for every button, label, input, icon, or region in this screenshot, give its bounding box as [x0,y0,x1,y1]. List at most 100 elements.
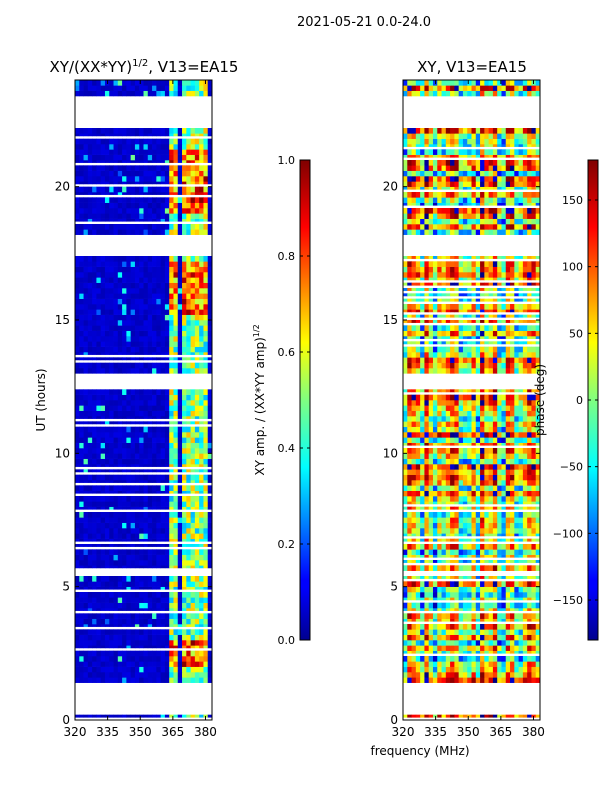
amplitude-cell [173,544,179,547]
amplitude-cell [100,181,106,185]
amplitude-cell [182,554,187,561]
amplitude-cell [134,560,140,566]
amplitude-cell [164,192,170,195]
amplitude-cell [109,149,114,155]
amplitude-cell [182,186,187,193]
phase-cell [488,624,494,630]
amplitude-cell [83,293,89,299]
phase-cell [458,613,464,619]
amplitude-cell [122,608,127,611]
phase-cell [497,677,502,683]
phase-cell [420,581,425,587]
phase-cell [518,400,524,406]
amplitude-cell [117,170,123,177]
phase-cell [505,666,511,673]
amplitude-cell [92,501,97,507]
amplitude-cell [130,85,136,91]
amplitude-cell [87,613,93,619]
amplitude-cell [203,405,209,411]
amplitude-cell [109,368,114,374]
amplitude-cell [139,629,144,635]
phase-cell [518,608,524,611]
amplitude-cell [134,432,140,438]
amplitude-cell [194,608,200,611]
amplitude-cell [203,581,209,587]
phase-cell [467,618,472,622]
amplitude-cell [173,352,179,355]
amplitude-cell [96,224,102,230]
phase-cell [403,389,408,393]
amplitude-cell [130,597,136,603]
phase-cell [420,448,425,454]
phase-cell [480,661,485,667]
phase-cell [475,432,481,438]
amplitude-cell [139,666,144,673]
amplitude-cell [194,144,200,150]
amplitude-cell [100,448,106,454]
amplitude-cell [143,368,149,374]
amplitude-cell [100,666,106,673]
amplitude-cell [160,282,166,289]
phase-cell [432,448,438,454]
amplitude-cell [199,666,204,673]
amplitude-cell [173,170,179,177]
amplitude-cell [190,80,196,86]
amplitude-cell [207,416,213,419]
amplitude-cell [109,421,114,425]
amplitude-cell [75,224,80,230]
amplitude-cell [122,560,127,566]
amplitude-cell [199,266,204,273]
amplitude-cell [160,533,166,539]
amplitude-cell [75,512,80,518]
amplitude-cell [207,325,213,331]
phase-cell [510,501,515,505]
amplitude-cell [207,533,213,539]
amplitude-cell [87,389,93,395]
amplitude-cell [194,149,200,155]
amplitude-cell [194,629,200,635]
phase-cell [518,538,524,542]
phase-cell [407,672,412,678]
phase-cell [437,522,442,529]
phase-cell [480,656,485,662]
phase-cell [467,512,472,518]
amplitude-cell [147,266,153,273]
amplitude-cell [182,170,187,177]
amplitude-cell [117,640,123,646]
phase-cell [462,624,468,630]
amplitude-cell [169,469,174,473]
amplitude-cell [92,394,97,401]
amplitude-cell [147,581,153,587]
phase-cell [522,469,528,475]
amplitude-cell [83,501,89,507]
amplitude-cell [104,629,110,635]
amplitude-cell [152,304,157,310]
phase-cell [462,394,468,401]
amplitude-cell [87,362,93,369]
phase-cell [510,608,515,611]
phase-cell [518,501,524,505]
amplitude-cell [83,144,89,150]
phase-cell [518,634,524,641]
amplitude-cell [160,677,166,683]
amplitude-cell [143,336,149,342]
amplitude-cell [177,549,183,555]
phase-cell [458,410,464,417]
amplitude-cell [164,304,170,310]
amplitude-cell [203,469,209,473]
amplitude-cell [156,165,162,171]
amplitude-cell [173,176,179,182]
amplitude-cell [79,618,84,625]
amplitude-cell [169,458,174,465]
phase-cell [432,480,438,486]
amplitude-cell [186,266,191,273]
phase-cell [445,522,451,529]
phase-cell [531,501,537,505]
amplitude-cell [87,320,93,326]
amplitude-cell [156,458,162,465]
amplitude-cell [130,352,136,355]
phase-cell [450,544,455,550]
phase-cell [467,501,472,505]
amplitude-cell [96,218,102,222]
amplitude-cell [122,186,127,193]
